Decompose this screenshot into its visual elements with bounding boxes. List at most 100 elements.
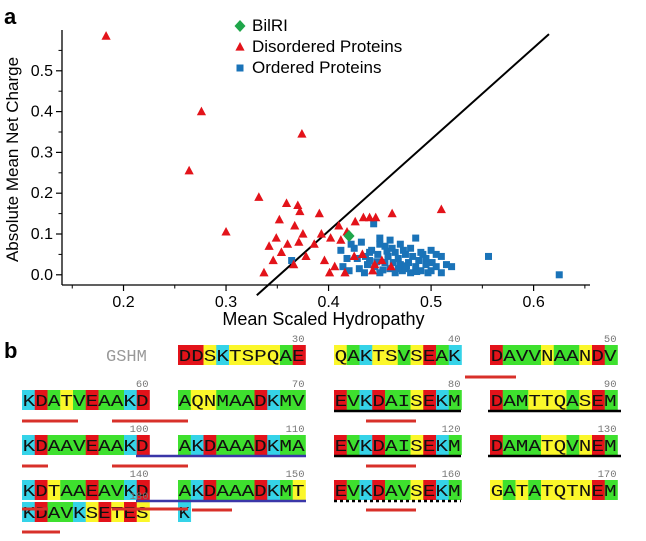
legend-ordered-label: Ordered Proteins	[252, 58, 381, 77]
residue-box	[34, 502, 48, 522]
disordered-protein-point	[386, 261, 396, 271]
residue-block: KDTAAEAVKD	[23, 482, 149, 501]
residue-box	[47, 480, 61, 500]
disordered-protein-point	[289, 259, 299, 269]
residue-box	[34, 435, 48, 455]
residue-box	[280, 345, 294, 365]
residue-box	[34, 390, 48, 410]
residue-box	[22, 435, 36, 455]
ordered-protein-point	[409, 252, 417, 260]
residue-box	[178, 502, 192, 522]
residue-block: KDAVKSETES	[23, 504, 149, 523]
residue-block: DDSKTSPQAE	[179, 347, 305, 366]
residue-block: QAKTSVSEAK	[335, 347, 461, 366]
residue-box	[124, 390, 138, 410]
residue-box	[372, 390, 386, 410]
residue-box	[60, 480, 74, 500]
ordered-protein-point	[427, 246, 435, 254]
x-axis-title: Mean Scaled Hydropathy	[222, 309, 424, 329]
ordered-protein-point	[415, 257, 423, 265]
residue-box	[515, 480, 529, 500]
residue-box	[124, 502, 138, 522]
ordered-protein-point	[376, 234, 384, 242]
ordered-protein-point	[428, 259, 436, 267]
ordered-protein-point	[412, 234, 420, 242]
disordered-protein-point	[298, 229, 308, 238]
ordered-protein-point	[366, 257, 374, 265]
residue-box	[124, 435, 138, 455]
disordered-protein-point	[297, 129, 307, 138]
residue-number: 40	[448, 334, 461, 346]
residue-box	[579, 390, 593, 410]
residue-number: 90	[604, 379, 617, 391]
residue-box	[229, 345, 243, 365]
ordered-protein-point	[422, 254, 430, 262]
residue-block: KDATVEAAKD	[23, 392, 149, 411]
ordered-protein-point	[383, 247, 391, 255]
residue-box	[73, 502, 87, 522]
ordered-protein-point	[376, 240, 384, 248]
residue-box	[359, 390, 373, 410]
residue-box	[216, 390, 230, 410]
residue-box	[346, 480, 360, 500]
residue-box	[267, 390, 281, 410]
residue-box	[579, 345, 593, 365]
residue-box	[190, 345, 204, 365]
ordered-protein-point	[394, 254, 402, 262]
residue-box	[136, 390, 150, 410]
residue-box	[397, 390, 411, 410]
ordered-protein-point	[389, 259, 397, 267]
disordered-protein-point	[316, 229, 326, 238]
residue-box	[111, 435, 125, 455]
legend-ordered-marker	[236, 64, 244, 72]
disordered-protein-point	[293, 200, 303, 210]
residue-box	[136, 480, 150, 500]
residue-box	[436, 345, 450, 365]
disordered-protein-point	[324, 267, 335, 277]
residue-box	[203, 390, 217, 410]
residue-box	[397, 435, 411, 455]
ordered-protein-point	[388, 244, 396, 252]
disordered-protein-point	[334, 220, 344, 230]
residue-box	[229, 480, 243, 500]
ordered-protein-point	[555, 271, 563, 279]
residue-box	[385, 390, 399, 410]
residue-box	[203, 345, 217, 365]
residue-box	[34, 480, 48, 500]
residue-box	[178, 480, 192, 500]
residue-box	[73, 390, 87, 410]
residue-box	[241, 345, 255, 365]
residue-box	[604, 435, 618, 455]
residue-box	[592, 435, 606, 455]
residue-box	[566, 345, 580, 365]
ordered-protein-point	[432, 263, 440, 271]
disordered-protein-point	[281, 198, 292, 207]
residue-box	[604, 480, 618, 500]
residue-box	[178, 390, 192, 410]
residue-box	[47, 435, 61, 455]
residue-box	[22, 480, 36, 500]
residue-box	[397, 345, 411, 365]
residue-box	[216, 435, 230, 455]
disordered-protein-point	[371, 212, 381, 222]
residue-box	[292, 390, 306, 410]
residue-box	[85, 502, 99, 522]
residue-number: 140	[130, 469, 149, 481]
residue-box	[98, 502, 112, 522]
residue-box	[385, 480, 399, 500]
residue-box	[515, 345, 529, 365]
residue-number: 160	[442, 469, 461, 481]
panel-label-b: b	[4, 338, 17, 363]
ordered-protein-point	[364, 261, 372, 269]
disordered-protein-point	[259, 267, 269, 277]
panel-label-a: a	[4, 4, 17, 29]
residue-box	[203, 480, 217, 500]
disordered-protein-point	[268, 255, 278, 265]
ordered-protein-point	[360, 269, 368, 277]
disordered-protein-point	[274, 214, 284, 224]
residue-box	[592, 390, 606, 410]
residue-box	[229, 390, 243, 410]
